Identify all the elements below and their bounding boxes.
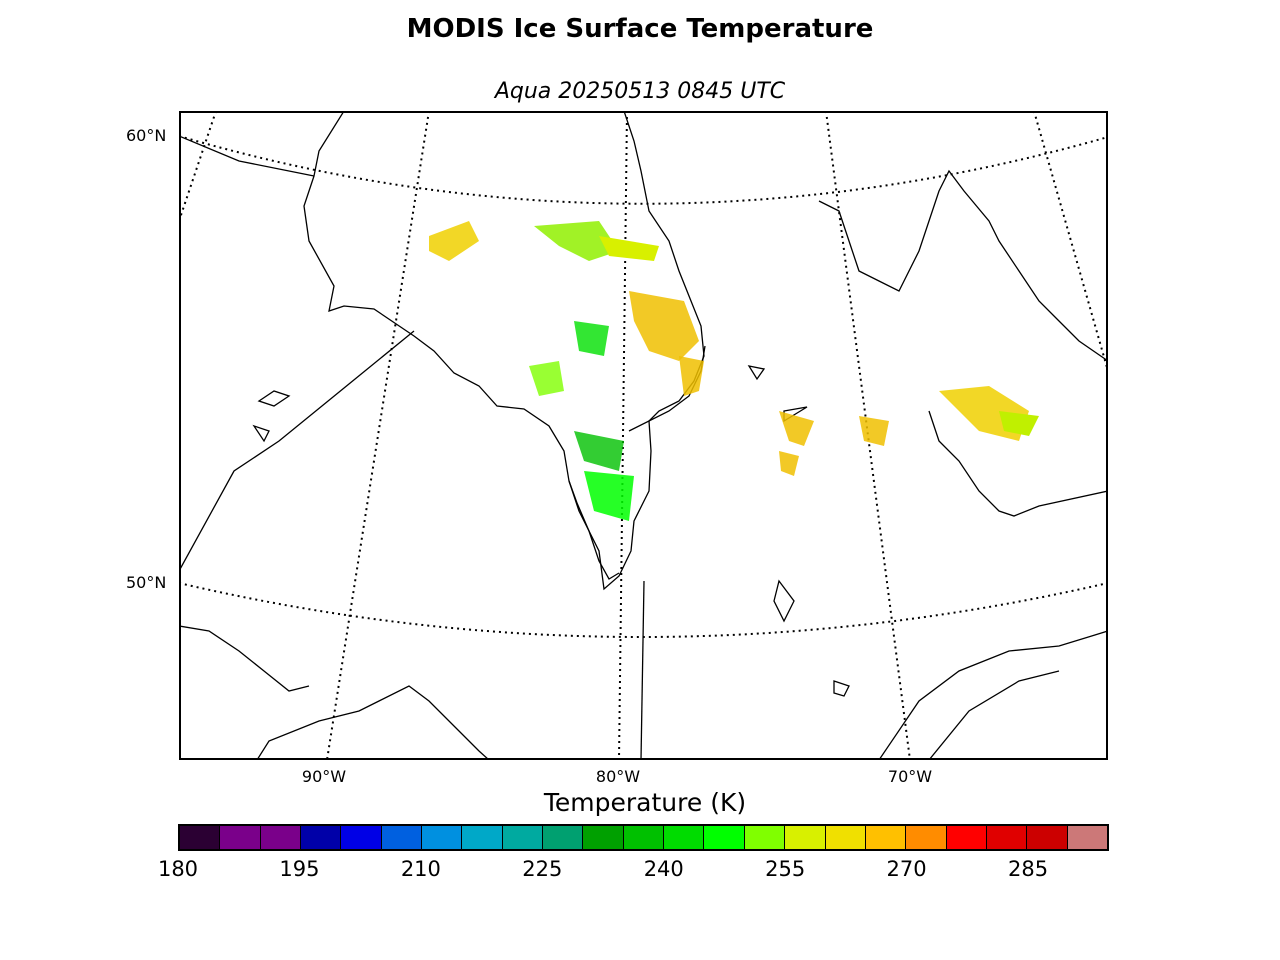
meridian-90w (181, 113, 430, 758)
colorbar-tick-label: 255 (765, 857, 806, 881)
quebec-ontario-border (640, 580, 645, 758)
colorbar-tick-label: 285 (1007, 857, 1049, 881)
lake-winnipeg (252, 390, 291, 443)
colorbar-segment (986, 826, 1028, 849)
meridian-70w (825, 113, 911, 758)
great-lakes-coast (181, 625, 488, 758)
patch-hudson-bay-center (574, 321, 609, 356)
colorbar-tick-label: 225 (522, 857, 563, 881)
parallel-50n (181, 582, 1106, 638)
map-canvas (181, 113, 1106, 758)
colorbar-segment (341, 826, 382, 849)
colorbar-segment (543, 826, 584, 849)
patch-hudson-bay-north (534, 221, 619, 261)
colorbar-segment (220, 826, 261, 849)
gulf-st-lawrence-coast (879, 630, 1106, 758)
map-frame (179, 111, 1108, 760)
colorbar-segment (785, 826, 826, 849)
colorbar (178, 824, 1109, 851)
colorbar-title: Temperature (K) (543, 788, 747, 817)
colorbar-segment (664, 826, 705, 849)
patch-ungava-lake (999, 411, 1039, 436)
parallel-60n (181, 135, 1106, 205)
patch-hudson-bay-ne (599, 236, 659, 261)
province-border (181, 330, 415, 569)
colorbar-segment (825, 826, 866, 849)
small-lakes (747, 365, 850, 697)
colorbar-segment (744, 826, 786, 849)
colorbar-segment (422, 826, 463, 849)
lon-label-90w: 90°W (301, 767, 347, 786)
lat-label-60n: 60°N (126, 126, 167, 145)
patch-hudson-bay-west (529, 361, 564, 396)
colorbar-segment (260, 826, 302, 849)
ungava-coast (628, 169, 1106, 432)
patch-ungava-west (779, 411, 814, 446)
patch-james-bay-north (574, 431, 624, 471)
map-subtitle: Aqua 20250513 0845 UTC (494, 79, 786, 104)
patch-ungava-center (859, 416, 889, 446)
colorbar-tick-label: 240 (643, 857, 684, 881)
colorbar-segment (381, 826, 423, 849)
colorbar-segment (704, 826, 745, 849)
temperature-patches (429, 221, 1039, 521)
coastlines (181, 113, 1106, 758)
meridian-60w (1033, 113, 1106, 368)
patch-hudson-bay-east (629, 291, 699, 361)
colorbar-segment (583, 826, 624, 849)
meridian-80w (618, 113, 628, 758)
colorbar-tick-label: 195 (279, 857, 320, 881)
colorbar-segment (906, 826, 947, 849)
lon-label-80w: 80°W (595, 767, 641, 786)
patch-hudson-bay-nw (429, 221, 479, 261)
colorbar-tick-label: 270 (886, 857, 927, 881)
lat-label-50n: 50°N (126, 573, 167, 592)
colorbar-segment (946, 826, 987, 849)
colorbar-segment (1067, 826, 1107, 849)
patch-james-bay-south (584, 471, 634, 521)
page-title: MODIS Ice Surface Temperature (406, 14, 874, 44)
patch-hudson-bay-south (679, 356, 704, 396)
labrador-coast (928, 410, 1106, 517)
colorbar-segment (1027, 826, 1068, 849)
graticule (181, 113, 1106, 758)
hudson-bay-coast (181, 113, 705, 591)
colorbar-segment (180, 826, 221, 849)
colorbar-tick-label: 180 (157, 857, 199, 881)
patch-quebec-south (779, 451, 799, 476)
colorbar-tick-label: 210 (400, 857, 441, 881)
james-bay-coast (568, 480, 620, 580)
colorbar-segment (502, 826, 544, 849)
lon-label-70w: 70°W (887, 767, 933, 786)
colorbar-segment (623, 826, 665, 849)
colorbar-segment (865, 826, 907, 849)
colorbar-segment (462, 826, 503, 849)
colorbar-segment (301, 826, 342, 849)
